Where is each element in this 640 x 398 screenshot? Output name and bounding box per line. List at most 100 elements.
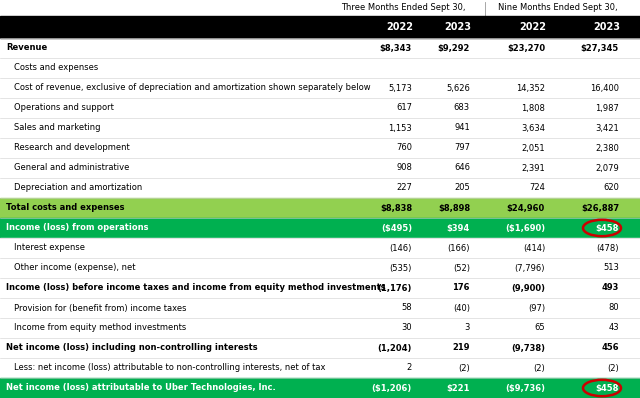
Text: $8,898: $8,898 <box>438 203 470 213</box>
Text: $24,960: $24,960 <box>507 203 545 213</box>
Text: $23,270: $23,270 <box>507 43 545 53</box>
Text: Three Months Ended Sept 30,: Three Months Ended Sept 30, <box>341 4 466 12</box>
Text: $26,887: $26,887 <box>581 203 619 213</box>
Text: Net income (loss) attributable to Uber Technologies, Inc.: Net income (loss) attributable to Uber T… <box>6 384 276 392</box>
Text: 3,421: 3,421 <box>595 123 619 133</box>
Text: (1,204): (1,204) <box>378 343 412 353</box>
Bar <box>0 138 640 158</box>
Text: ($9,736): ($9,736) <box>505 384 545 392</box>
Text: Income from equity method investments: Income from equity method investments <box>14 324 186 332</box>
Text: Income (loss) from operations: Income (loss) from operations <box>6 224 148 232</box>
Text: Other income (expense), net: Other income (expense), net <box>14 263 136 273</box>
Text: 2022: 2022 <box>386 22 413 32</box>
Bar <box>0 158 640 178</box>
Text: $394: $394 <box>447 224 470 232</box>
Text: 1,808: 1,808 <box>521 103 545 113</box>
Text: 2,380: 2,380 <box>595 144 619 152</box>
Bar <box>0 38 640 58</box>
Text: 620: 620 <box>603 183 619 193</box>
Bar <box>0 16 640 38</box>
Text: (40): (40) <box>453 304 470 312</box>
Text: 2,079: 2,079 <box>595 164 619 172</box>
Text: 493: 493 <box>602 283 619 293</box>
Text: (2): (2) <box>533 363 545 373</box>
Bar <box>0 178 640 198</box>
Bar <box>0 78 640 98</box>
Text: Total costs and expenses: Total costs and expenses <box>6 203 125 213</box>
Text: (414): (414) <box>523 244 545 252</box>
Text: Revenue: Revenue <box>6 43 47 53</box>
Text: Provision for (benefit from) income taxes: Provision for (benefit from) income taxe… <box>14 304 186 312</box>
Text: General and administrative: General and administrative <box>14 164 129 172</box>
Text: Operations and support: Operations and support <box>14 103 114 113</box>
Text: (1,176): (1,176) <box>378 283 412 293</box>
Text: $8,838: $8,838 <box>380 203 412 213</box>
Text: Research and development: Research and development <box>14 144 130 152</box>
Text: ($1,206): ($1,206) <box>372 384 412 392</box>
Bar <box>0 218 640 238</box>
Bar <box>0 338 640 358</box>
Text: 2023: 2023 <box>444 22 471 32</box>
Bar <box>0 278 640 298</box>
Text: Sales and marketing: Sales and marketing <box>14 123 100 133</box>
Text: Cost of revenue, exclusive of depreciation and amortization shown separately bel: Cost of revenue, exclusive of depreciati… <box>14 84 371 92</box>
Text: 2: 2 <box>407 363 412 373</box>
Text: 227: 227 <box>396 183 412 193</box>
Bar <box>0 58 640 78</box>
Text: 617: 617 <box>396 103 412 113</box>
Text: $27,345: $27,345 <box>580 43 619 53</box>
Text: 205: 205 <box>454 183 470 193</box>
Text: 513: 513 <box>603 263 619 273</box>
Bar <box>0 238 640 258</box>
Bar <box>0 358 640 378</box>
Text: (7,796): (7,796) <box>515 263 545 273</box>
Text: 5,626: 5,626 <box>446 84 470 92</box>
Text: Income (loss) before income taxes and income from equity method investments: Income (loss) before income taxes and in… <box>6 283 386 293</box>
Text: (2): (2) <box>607 363 619 373</box>
Text: $8,343: $8,343 <box>380 43 412 53</box>
Text: (166): (166) <box>447 244 470 252</box>
Text: 2,391: 2,391 <box>521 164 545 172</box>
Text: Less: net income (loss) attributable to non-controlling interests, net of tax: Less: net income (loss) attributable to … <box>14 363 326 373</box>
Text: 16,400: 16,400 <box>590 84 619 92</box>
Text: 43: 43 <box>609 324 619 332</box>
Text: 14,352: 14,352 <box>516 84 545 92</box>
Text: (535): (535) <box>390 263 412 273</box>
Bar <box>0 98 640 118</box>
Text: 797: 797 <box>454 144 470 152</box>
Bar <box>0 378 640 398</box>
Bar <box>0 298 640 318</box>
Text: (97): (97) <box>528 304 545 312</box>
Text: (2): (2) <box>458 363 470 373</box>
Text: Interest expense: Interest expense <box>14 244 85 252</box>
Text: (52): (52) <box>453 263 470 273</box>
Text: 1,987: 1,987 <box>595 103 619 113</box>
Bar <box>0 118 640 138</box>
Bar <box>0 258 640 278</box>
Text: Net income (loss) including non-controlling interests: Net income (loss) including non-controll… <box>6 343 258 353</box>
Text: $458: $458 <box>596 384 619 392</box>
Text: (9,900): (9,900) <box>511 283 545 293</box>
Text: 456: 456 <box>602 343 619 353</box>
Text: 3,634: 3,634 <box>521 123 545 133</box>
Text: 1,153: 1,153 <box>388 123 412 133</box>
Text: (478): (478) <box>596 244 619 252</box>
Text: 2023: 2023 <box>593 22 620 32</box>
Text: 176: 176 <box>452 283 470 293</box>
Text: Nine Months Ended Sept 30,: Nine Months Ended Sept 30, <box>498 4 618 12</box>
Text: ($495): ($495) <box>381 224 412 232</box>
Text: Costs and expenses: Costs and expenses <box>14 64 99 72</box>
Text: 3: 3 <box>465 324 470 332</box>
Text: 760: 760 <box>396 144 412 152</box>
Text: 58: 58 <box>401 304 412 312</box>
Text: 683: 683 <box>454 103 470 113</box>
Text: 646: 646 <box>454 164 470 172</box>
Text: 30: 30 <box>401 324 412 332</box>
Text: $9,292: $9,292 <box>438 43 470 53</box>
Text: Depreciation and amortization: Depreciation and amortization <box>14 183 142 193</box>
Text: 941: 941 <box>454 123 470 133</box>
Text: (9,738): (9,738) <box>511 343 545 353</box>
Bar <box>0 198 640 218</box>
Bar <box>0 318 640 338</box>
Text: 219: 219 <box>452 343 470 353</box>
